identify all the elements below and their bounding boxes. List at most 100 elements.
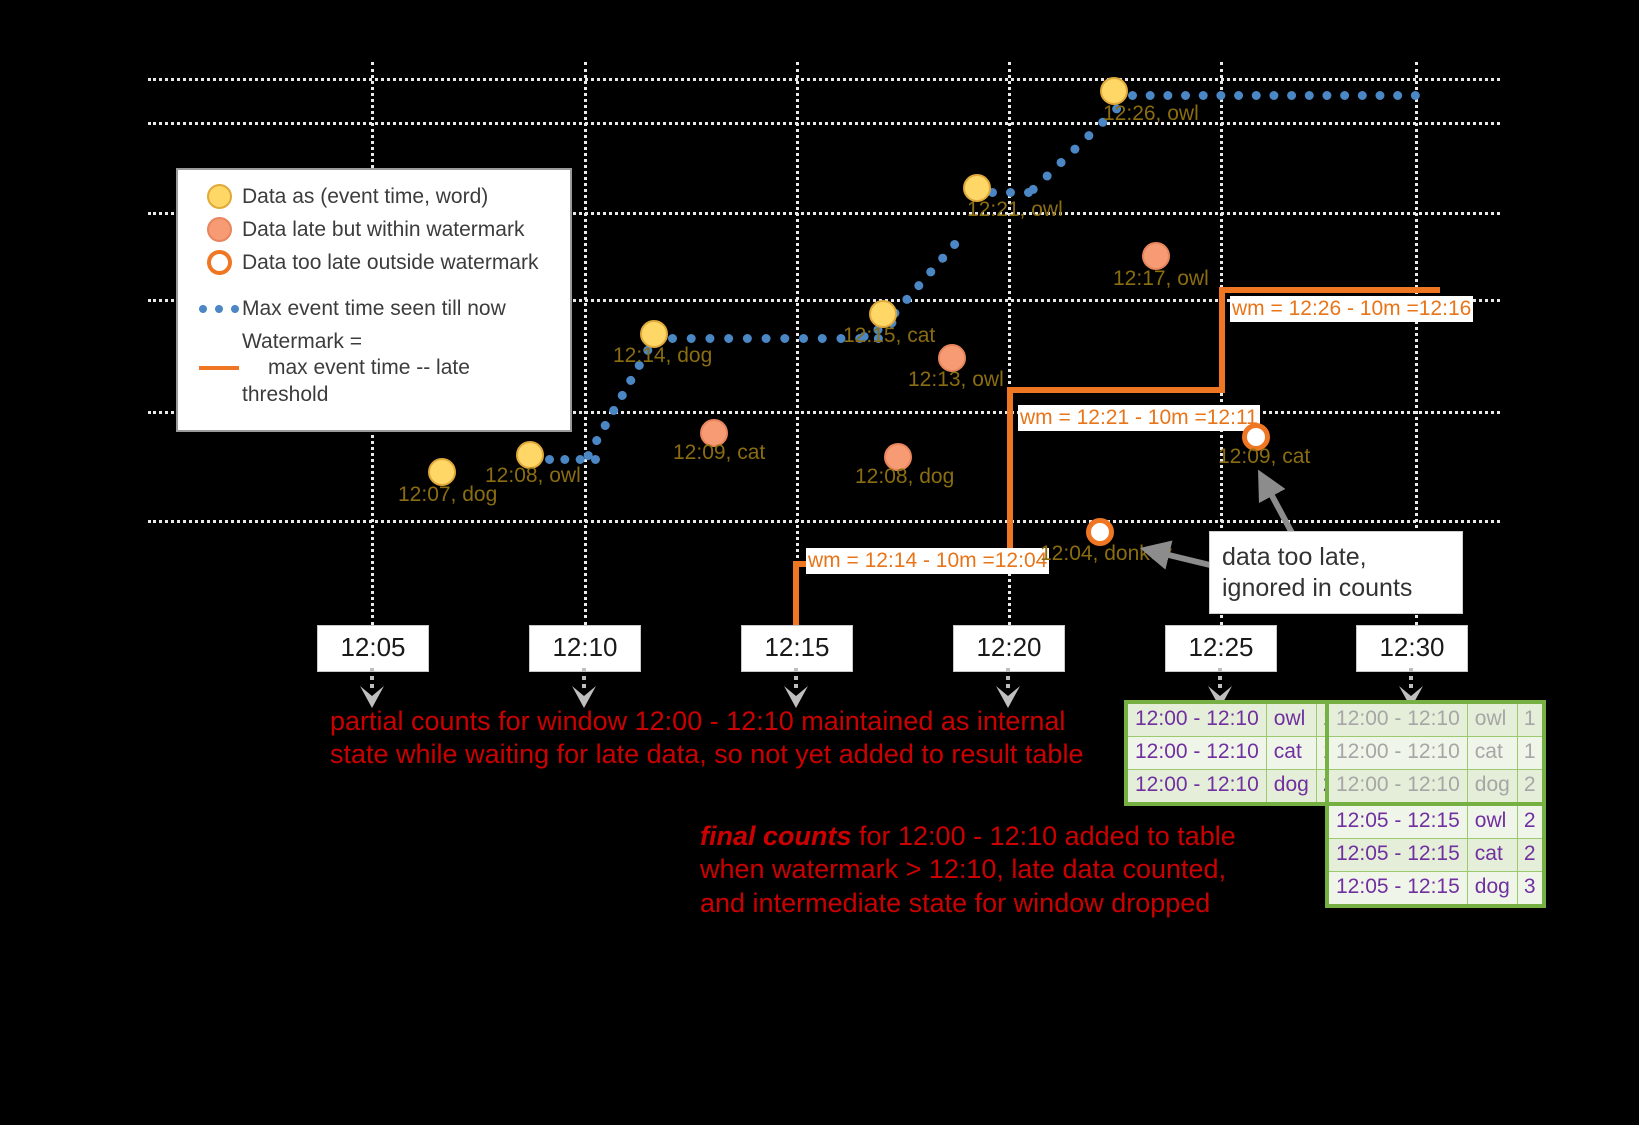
tick-arrow-1215 xyxy=(784,668,808,708)
legend-label-watermark-detail: max event time -- late threshold xyxy=(242,356,470,406)
legend-label-watermark: Watermark = xyxy=(242,330,362,353)
legend-divider xyxy=(196,283,560,297)
legend: Data as (event time, word) Data late but… xyxy=(176,168,572,432)
event-label-1214-dog: 12:14, dog xyxy=(613,344,713,367)
gridline-horizontal xyxy=(148,212,1500,215)
legend-label-watermark-group: Watermark = max event time -- late thres… xyxy=(242,329,560,408)
annotation-partial-line-1: partial counts for window 12:00 - 12:10 … xyxy=(330,706,1066,736)
table-cell-count: 2 xyxy=(1516,802,1545,839)
gridline-horizontal xyxy=(148,78,1500,81)
event-label-1204-donkey: 12:04, donkey xyxy=(1040,542,1172,565)
orange-ring-icon xyxy=(196,250,242,275)
table-cell-word: dog xyxy=(1466,871,1518,907)
event-point-1213-owl[interactable] xyxy=(938,344,966,372)
event-point-1215-cat[interactable] xyxy=(869,300,897,328)
event-label-1209-cat: 12:09, cat xyxy=(673,441,766,464)
axis-tick-1225: 12:25 xyxy=(1165,625,1277,672)
blue-dotted-line-icon xyxy=(196,305,242,313)
tick-arrow-1210 xyxy=(572,668,596,708)
table-cell-count: 3 xyxy=(1516,871,1545,907)
event-label-1208-owl: 12:08, owl xyxy=(485,464,581,487)
annotation-final-bold: final counts xyxy=(700,821,852,851)
annotation-final-line-1: final counts for 12:00 - 12:10 added to … xyxy=(700,820,1236,853)
table-cell-word: cat xyxy=(1466,838,1518,872)
event-point-1207-dog[interactable] xyxy=(428,458,456,486)
table-row: 12:00 - 12:10 owl 1 xyxy=(1326,701,1545,737)
gridline-vertical xyxy=(1008,62,1011,625)
watermark-label-1226: wm = 12:26 - 10m =12:16 xyxy=(1230,296,1474,322)
event-label-1207-dog: 12:07, dog xyxy=(398,483,498,506)
salmon-dot-icon xyxy=(196,217,242,242)
max-event-time-line-segment xyxy=(668,334,883,343)
table-cell-count: 2 xyxy=(1516,769,1545,805)
event-point-1209-cat[interactable] xyxy=(700,419,728,447)
table-cell-window: 12:05 - 12:15 xyxy=(1326,871,1468,907)
axis-tick-1220: 12:20 xyxy=(953,625,1065,672)
annotation-final-line-2: when watermark > 12:10, late data counte… xyxy=(700,854,1227,885)
callout-data-too-late: data too late, ignored in counts xyxy=(1209,531,1463,614)
legend-item-watermark: Watermark = max event time -- late thres… xyxy=(196,329,560,408)
event-point-1208-owl[interactable] xyxy=(516,441,544,469)
watermark-label-1214: wm = 12:14 - 10m =12:04 xyxy=(806,548,1050,574)
legend-label-ontime: Data as (event time, word) xyxy=(242,184,489,208)
axis-tick-1230: 12:30 xyxy=(1356,625,1468,672)
table-cell-word: dog xyxy=(1466,769,1518,805)
table-row: 12:05 - 12:15 cat 2 xyxy=(1326,838,1545,872)
gridline-vertical xyxy=(1415,62,1418,625)
event-point-1226-owl[interactable] xyxy=(1100,77,1128,105)
gridline-horizontal xyxy=(148,520,1500,523)
table-cell-window: 12:00 - 12:10 xyxy=(1326,701,1468,737)
table-row: 12:00 - 12:10 cat 1 xyxy=(1125,736,1344,770)
table-cell-word: owl xyxy=(1466,802,1518,839)
table-row: 12:00 - 12:10 owl 1 xyxy=(1125,701,1344,737)
event-point-1214-dog[interactable] xyxy=(640,320,668,348)
max-event-time-line-segment xyxy=(545,455,600,464)
gridline-horizontal xyxy=(148,122,1500,125)
callout-line-1: data too late, xyxy=(1222,543,1367,571)
tick-arrow-1225 xyxy=(1208,668,1232,708)
tick-arrow-1220 xyxy=(996,668,1020,708)
tick-arrow-1230 xyxy=(1399,668,1423,708)
legend-label-maxevent: Max event time seen till now xyxy=(242,297,506,320)
annotation-final-counts: final counts for 12:00 - 12:10 added to … xyxy=(700,820,1236,920)
gridline-vertical xyxy=(796,62,799,625)
table-cell-word: dog xyxy=(1265,769,1317,805)
callout-line-2: ignored in counts xyxy=(1222,573,1413,602)
annotation-partial-line-2: state while waiting for late data, so no… xyxy=(330,739,1084,770)
table-cell-count: 2 xyxy=(1516,838,1545,872)
table-cell-word: owl xyxy=(1466,701,1518,737)
table-row: 12:00 - 12:10 dog 2 xyxy=(1125,769,1344,805)
orange-solid-line-icon xyxy=(196,366,242,371)
gridline-horizontal xyxy=(148,411,1500,414)
table-cell-window: 12:00 - 12:10 xyxy=(1326,736,1468,770)
event-label-1208-dog: 12:08, dog xyxy=(855,465,955,488)
event-label-1221-owl: 12:21, owl xyxy=(967,198,1063,221)
max-event-time-line-segment xyxy=(1128,91,1420,100)
max-event-time-line-segment xyxy=(988,188,1033,197)
table-cell-window: 12:00 - 12:10 xyxy=(1326,769,1468,805)
event-point-1209-cat-toolate[interactable] xyxy=(1242,423,1270,451)
watermark-label-1221: wm = 12:21 - 10m =12:11 xyxy=(1018,405,1260,431)
event-label-1209-cat-toolate: 12:09, cat xyxy=(1218,445,1311,468)
table-cell-word: cat xyxy=(1466,736,1518,770)
event-point-1217-owl[interactable] xyxy=(1142,242,1170,270)
event-label-1226-owl: 12:26, owl xyxy=(1103,102,1199,125)
table-cell-window: 12:00 - 12:10 xyxy=(1125,701,1267,737)
event-point-1221-owl[interactable] xyxy=(963,174,991,202)
legend-item-toolate: Data too late outside watermark xyxy=(196,250,560,275)
annotation-final-line-3: and intermediate state for window droppe… xyxy=(700,887,1211,918)
table-row: 12:00 - 12:10 dog 2 xyxy=(1326,769,1545,805)
axis-tick-1210: 12:10 xyxy=(529,625,641,672)
annotation-partial-counts: partial counts for window 12:00 - 12:10 … xyxy=(330,705,1084,772)
table-row: 12:05 - 12:15 owl 2 xyxy=(1326,802,1545,839)
event-point-1204-donkey[interactable] xyxy=(1086,518,1114,546)
table-cell-count: 1 xyxy=(1516,736,1545,770)
axis-tick-1215: 12:15 xyxy=(741,625,853,672)
table-row: 12:05 - 12:15 dog 3 xyxy=(1326,871,1545,907)
event-label-1217-owl: 12:17, owl xyxy=(1113,267,1209,290)
table-cell-word: owl xyxy=(1265,701,1317,737)
legend-label-toolate: Data too late outside watermark xyxy=(242,250,539,274)
table-cell-window: 12:05 - 12:15 xyxy=(1326,802,1468,839)
event-point-1208-dog[interactable] xyxy=(884,443,912,471)
